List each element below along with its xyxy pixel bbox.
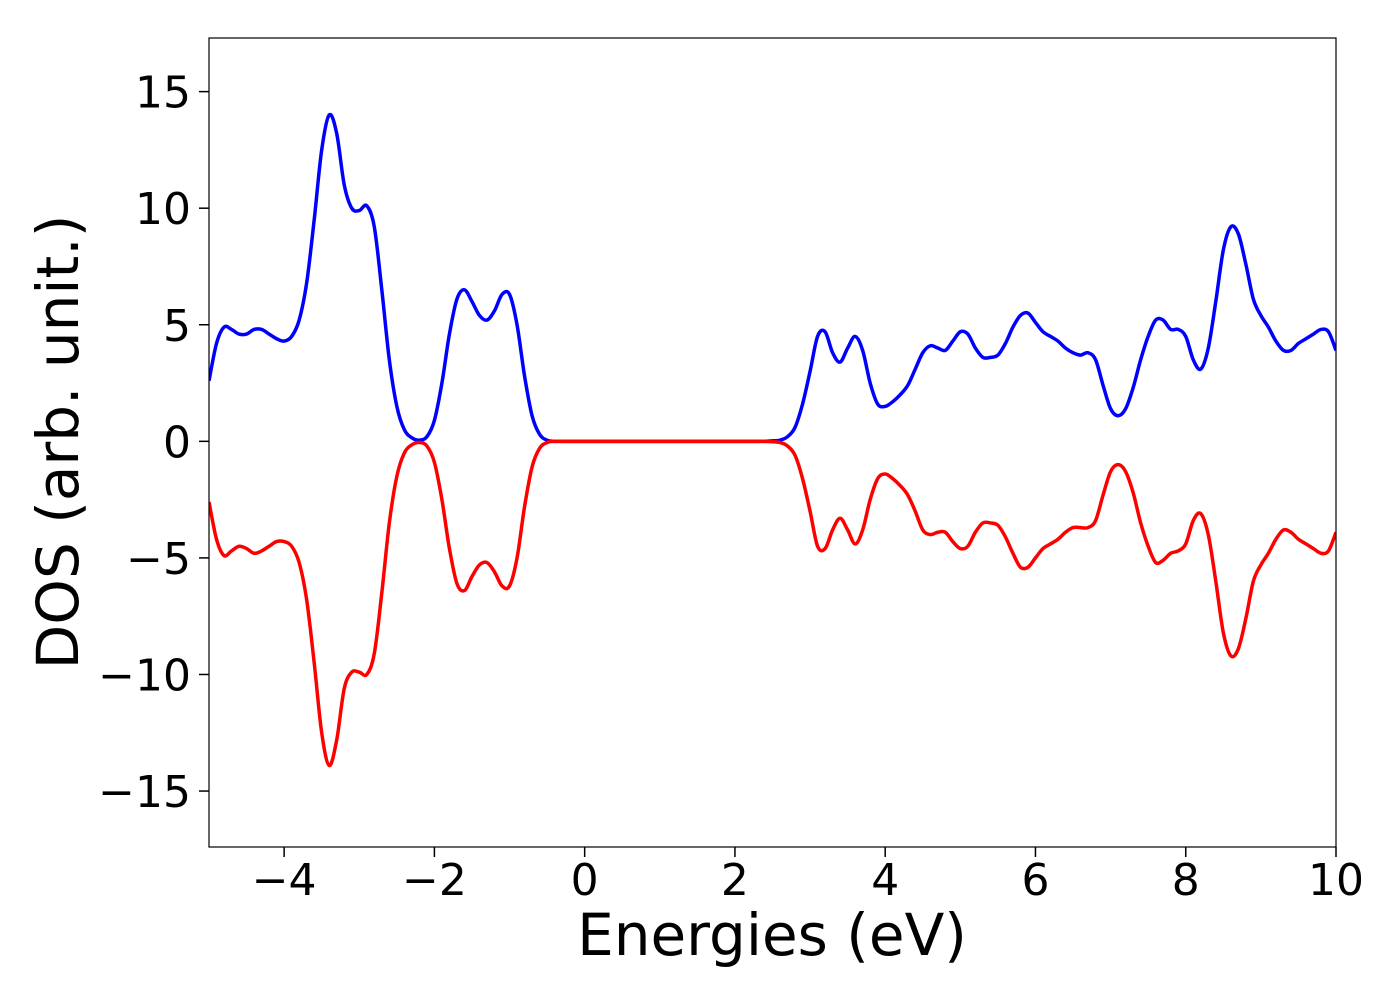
y-tick-label: −5: [126, 534, 191, 585]
dos-line: [209, 439, 1336, 768]
x-tick-label: 0: [571, 855, 599, 906]
x-tick-label: 6: [1021, 855, 1049, 906]
y-tick-label: 5: [163, 301, 191, 352]
y-tick-label: −15: [98, 767, 191, 818]
x-axis-label: Energies (eV): [577, 901, 967, 969]
x-tick-label: −2: [402, 855, 467, 906]
y-tick-label: 0: [163, 417, 191, 468]
y-tick-label: 15: [135, 68, 191, 119]
x-tick-label: −4: [252, 855, 317, 906]
plot-frame: [208, 37, 1337, 848]
y-tick-label: 10: [135, 184, 191, 235]
y-tick-label: −10: [98, 650, 191, 701]
dos-line: [209, 112, 1336, 444]
y-axis-label: DOS (arb. unit.): [24, 215, 92, 670]
x-tick-label: 10: [1308, 855, 1364, 906]
x-tick-label: 2: [721, 855, 749, 906]
x-tick-label: 8: [1172, 855, 1200, 906]
x-tick-label: 4: [871, 855, 899, 906]
